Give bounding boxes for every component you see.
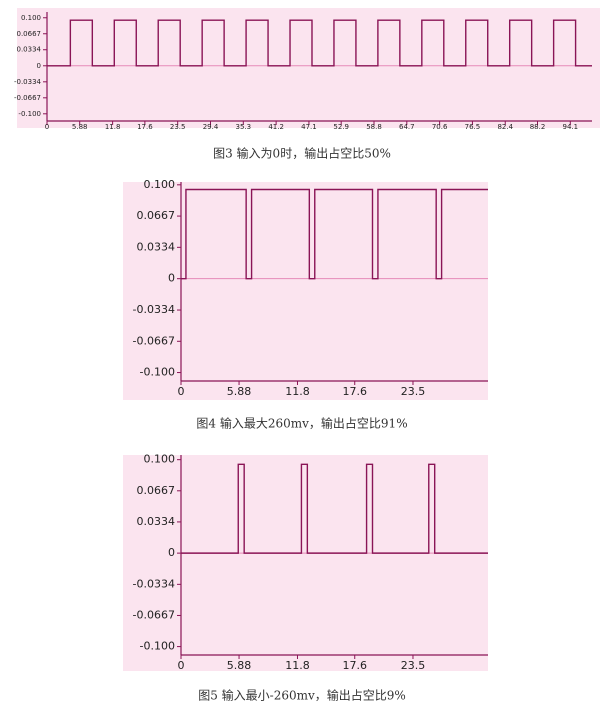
y-tick-label: 0.100 <box>144 178 176 191</box>
x-tick-label: 5.88 <box>227 385 252 398</box>
x-tick-label: 11.8 <box>285 385 310 398</box>
y-tick-label: -0.0334 <box>133 303 175 316</box>
plot-background <box>17 8 600 128</box>
y-tick-label: 0.0667 <box>137 484 176 497</box>
y-tick-label: -0.0334 <box>133 577 175 590</box>
x-tick-label: 35.3 <box>236 123 252 131</box>
x-tick-label: 17.6 <box>137 123 153 131</box>
x-tick-label: 11.8 <box>285 659 310 672</box>
y-tick-label: 0 <box>168 546 175 559</box>
x-tick-label: 11.8 <box>105 123 121 131</box>
y-tick-label: 0.100 <box>144 453 176 466</box>
y-tick-label: -0.100 <box>18 110 41 118</box>
y-tick-label: 0.0334 <box>137 240 176 253</box>
y-tick-label: -0.100 <box>140 640 175 653</box>
x-tick-label: 23.5 <box>401 659 426 672</box>
x-tick-label: 94.1 <box>563 123 579 131</box>
figure-caption: 图5 输入最小-260mv，输出占空比9% <box>198 688 406 703</box>
y-tick-label: 0 <box>168 272 175 285</box>
x-tick-label: 0 <box>178 659 185 672</box>
x-tick-label: 76.5 <box>465 123 481 131</box>
x-tick-label: 0 <box>178 385 185 398</box>
x-tick-label: 64.7 <box>399 123 415 131</box>
signal-line <box>47 19 592 67</box>
plot-background <box>123 182 488 400</box>
x-tick-label: 47.1 <box>301 123 317 131</box>
signal-line <box>181 188 488 280</box>
x-tick-label: 52.9 <box>333 123 349 131</box>
y-tick-label: -0.100 <box>140 366 175 379</box>
x-tick-label: 0 <box>45 123 49 131</box>
y-tick-label: -0.0667 <box>133 334 175 347</box>
x-tick-label: 17.6 <box>342 659 367 672</box>
figure-caption: 图4 输入最大260mv，输出占空比91% <box>196 416 407 431</box>
x-tick-label: 88.2 <box>530 123 546 131</box>
x-tick-label: 5.88 <box>72 123 88 131</box>
x-tick-label: 23.5 <box>170 123 186 131</box>
x-tick-label: 70.6 <box>432 123 448 131</box>
x-tick-label: 17.6 <box>342 385 367 398</box>
x-tick-label: 82.4 <box>497 123 513 131</box>
y-tick-label: 0.0667 <box>137 209 176 222</box>
x-tick-label: 5.88 <box>227 659 252 672</box>
y-tick-label: -0.0334 <box>14 78 42 86</box>
y-tick-label: -0.0667 <box>14 94 41 102</box>
y-tick-label: 0.0334 <box>17 46 42 54</box>
y-tick-label: 0.0667 <box>17 30 42 38</box>
y-tick-label: 0 <box>37 62 41 70</box>
x-tick-label: 58.8 <box>366 123 382 131</box>
y-tick-label: 0.100 <box>21 14 41 22</box>
y-tick-label: -0.0667 <box>133 608 175 621</box>
figure-caption: 图3 输入为0时，输出占空比50% <box>213 146 391 161</box>
x-tick-label: 23.5 <box>401 385 426 398</box>
x-tick-label: 41.2 <box>268 123 284 131</box>
y-tick-label: 0.0334 <box>137 515 176 528</box>
plot-background <box>123 455 488 671</box>
signal-line <box>181 463 488 554</box>
x-tick-label: 29.4 <box>203 123 219 131</box>
